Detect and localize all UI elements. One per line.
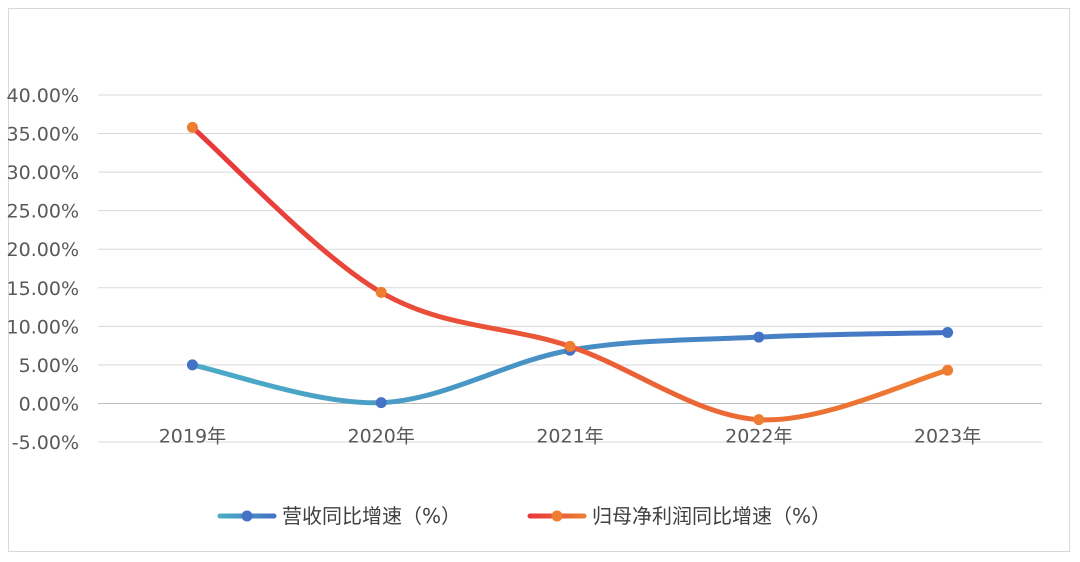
chart-frame bbox=[8, 8, 1070, 552]
legend-label: 营收同比增速（%） bbox=[282, 504, 461, 528]
y-tick-label: 20.00% bbox=[7, 239, 79, 261]
x-tick-label: 2022年 bbox=[725, 425, 792, 447]
data-point bbox=[942, 327, 954, 339]
data-point bbox=[375, 286, 387, 298]
data-point bbox=[186, 121, 198, 133]
x-tick-label: 2021年 bbox=[536, 425, 603, 447]
data-point bbox=[564, 340, 576, 352]
data-point bbox=[375, 397, 387, 409]
y-tick-label: -5.00% bbox=[12, 432, 79, 454]
series-line-1 bbox=[189, 124, 951, 423]
data-point bbox=[753, 331, 765, 343]
gridlines bbox=[98, 94, 1042, 443]
x-tick-label: 2020年 bbox=[348, 425, 415, 447]
data-point bbox=[942, 364, 954, 376]
x-tick-label: 2023年 bbox=[914, 425, 981, 447]
y-tick-label: 40.00% bbox=[7, 85, 79, 107]
y-tick-label: 10.00% bbox=[7, 316, 79, 338]
y-tick-label: 15.00% bbox=[7, 278, 79, 300]
legend-swatch-marker bbox=[551, 510, 563, 522]
legend-label: 归母净利润同比增速（%） bbox=[592, 504, 831, 528]
legend: 营收同比增速（%） 归母净利润同比增速（%） bbox=[217, 504, 831, 528]
legend-swatch-marker bbox=[241, 510, 253, 522]
data-point bbox=[186, 359, 198, 371]
y-tick-label: 35.00% bbox=[7, 124, 79, 146]
y-tick-label: 0.00% bbox=[19, 393, 79, 415]
data-point bbox=[753, 414, 765, 426]
x-axis-ticks: 2019年 2020年 2021年 2022年 2023年 bbox=[159, 425, 982, 447]
y-axis-ticks: -5.00% 0.00% 5.00% 10.00% 15.00% 20.00% 25.00%… bbox=[7, 85, 79, 454]
x-tick-label: 2019年 bbox=[159, 425, 226, 447]
y-tick-label: 30.00% bbox=[7, 162, 79, 184]
series bbox=[186, 121, 954, 426]
y-tick-label: 5.00% bbox=[19, 355, 79, 377]
y-tick-label: 25.00% bbox=[7, 201, 79, 223]
